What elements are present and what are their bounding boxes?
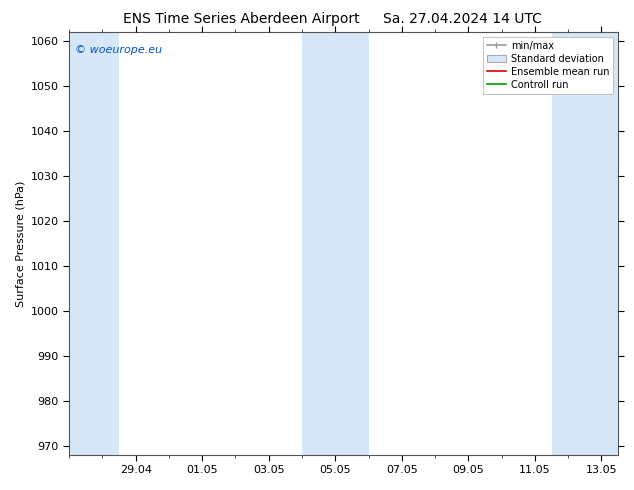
Y-axis label: Surface Pressure (hPa): Surface Pressure (hPa) (15, 180, 25, 307)
Text: © woeurope.eu: © woeurope.eu (75, 45, 162, 55)
Text: ENS Time Series Aberdeen Airport: ENS Time Series Aberdeen Airport (122, 12, 359, 26)
Text: Sa. 27.04.2024 14 UTC: Sa. 27.04.2024 14 UTC (384, 12, 542, 26)
Bar (552, 32, 618, 455)
Bar (69, 32, 119, 455)
Legend: min/max, Standard deviation, Ensemble mean run, Controll run: min/max, Standard deviation, Ensemble me… (482, 37, 613, 94)
Bar (302, 32, 368, 455)
